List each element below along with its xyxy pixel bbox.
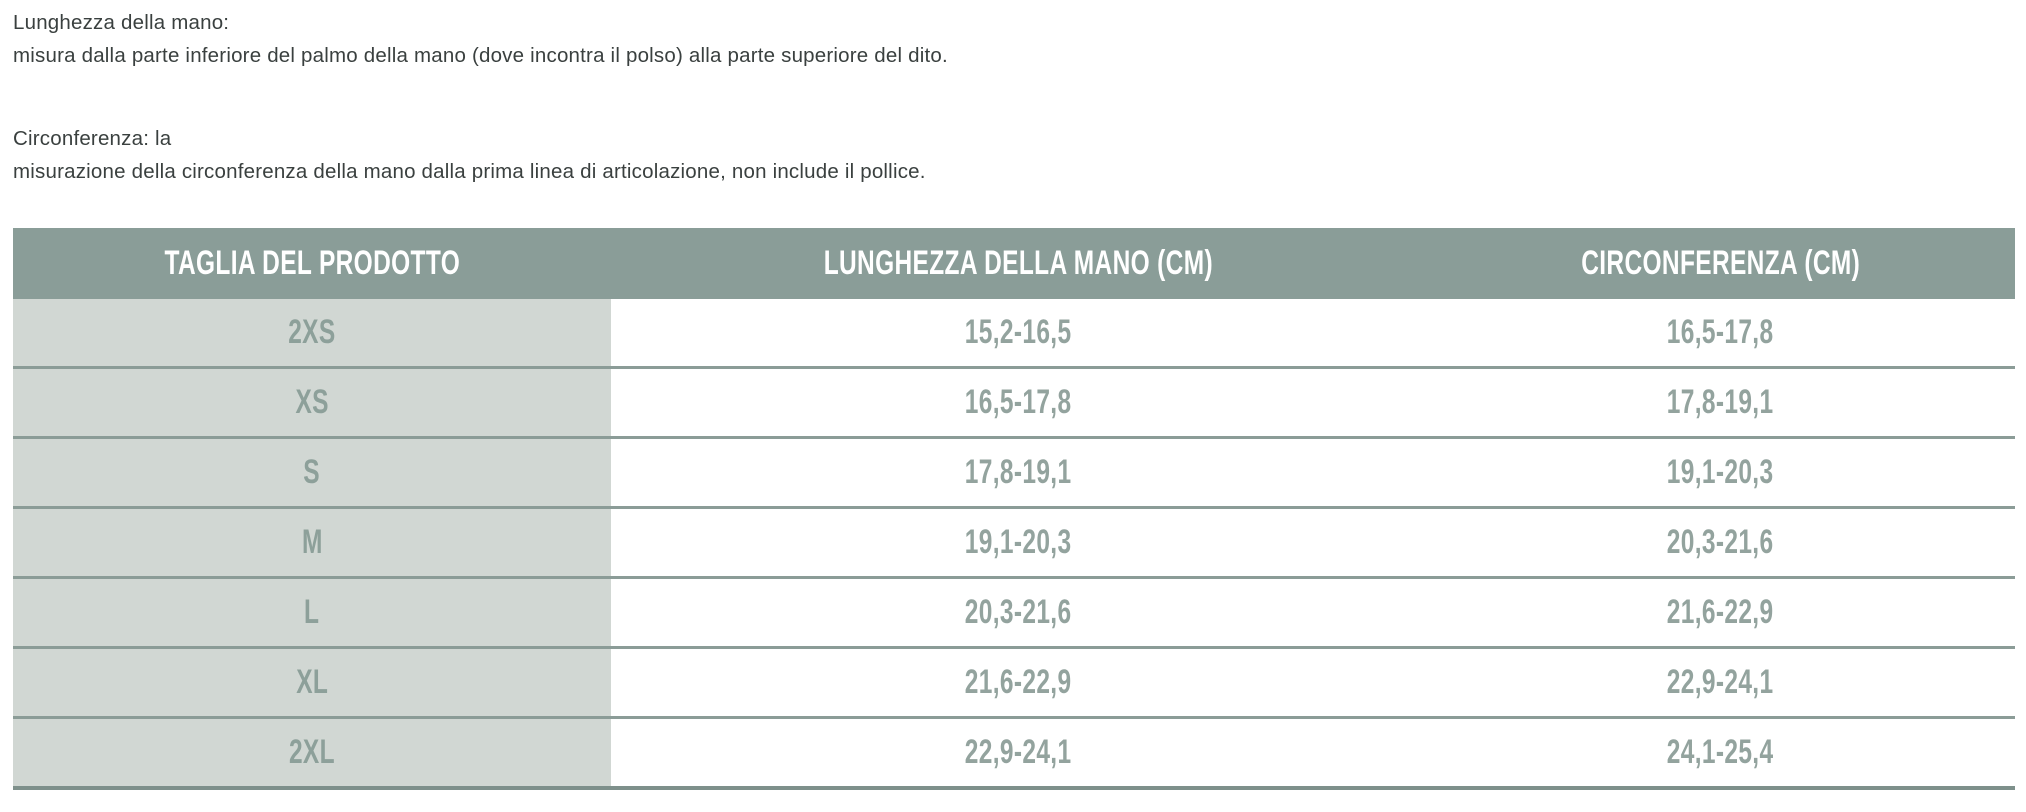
size-value: M xyxy=(301,523,323,561)
hand-length-value: 22,9-24,1 xyxy=(965,733,1072,771)
size-value: 2XL xyxy=(289,733,335,771)
size-cell: XL xyxy=(13,646,611,718)
hand-length-value: 20,3-21,6 xyxy=(965,593,1072,631)
circumference-value: 17,8-19,1 xyxy=(1667,383,1774,421)
size-value: XL xyxy=(295,663,328,701)
hand-length-value: 15,2-16,5 xyxy=(965,313,1072,351)
hand-length-cell: 22,9-24,1 xyxy=(611,716,1426,788)
size-chart-table: TAGLIA DEL PRODOTTO LUNGHEZZA DELLA MANO… xyxy=(13,228,2015,790)
circumference-value: 22,9-24,1 xyxy=(1667,663,1774,701)
hand-length-value: 16,5-17,8 xyxy=(965,383,1072,421)
table-row: XL 21,6-22,9 22,9-24,1 xyxy=(13,646,2015,718)
circumference-value: 21,6-22,9 xyxy=(1667,593,1774,631)
hand-length-cell: 16,5-17,8 xyxy=(611,366,1426,438)
table-row: 2XL 22,9-24,1 24,1-25,4 xyxy=(13,716,2015,788)
col-header-hand-length-label: LUNGHEZZA DELLA MANO (CM) xyxy=(823,244,1214,282)
table-row: S 17,8-19,1 19,1-20,3 xyxy=(13,436,2015,508)
size-value: XS xyxy=(295,383,329,421)
circumference-cell: 16,5-17,8 xyxy=(1426,299,2015,368)
hand-length-description: Lunghezza della mano: misura dalla parte… xyxy=(13,6,2015,72)
circumference-cell: 22,9-24,1 xyxy=(1426,646,2015,718)
circumference-value: 24,1-25,4 xyxy=(1667,733,1774,771)
size-cell: XS xyxy=(13,366,611,438)
circumference-value: 20,3-21,6 xyxy=(1667,523,1774,561)
col-header-product-size: TAGLIA DEL PRODOTTO xyxy=(13,228,611,299)
size-value: S xyxy=(303,453,321,491)
table-row: L 20,3-21,6 21,6-22,9 xyxy=(13,576,2015,648)
circumference-body: misurazione della circonferenza della ma… xyxy=(13,160,926,183)
col-header-circumference: CIRCONFERENZA (CM) xyxy=(1426,228,2015,299)
hand-length-cell: 21,6-22,9 xyxy=(611,646,1426,718)
table-row: XS 16,5-17,8 17,8-19,1 xyxy=(13,366,2015,438)
table-row: M 19,1-20,3 20,3-21,6 xyxy=(13,506,2015,578)
hand-length-value: 21,6-22,9 xyxy=(965,663,1072,701)
hand-length-cell: 15,2-16,5 xyxy=(611,299,1426,368)
circumference-cell: 21,6-22,9 xyxy=(1426,576,2015,648)
size-cell: M xyxy=(13,506,611,578)
col-header-hand-length: LUNGHEZZA DELLA MANO (CM) xyxy=(611,228,1426,299)
hand-length-cell: 17,8-19,1 xyxy=(611,436,1426,508)
size-cell: 2XL xyxy=(13,716,611,788)
circumference-cell: 19,1-20,3 xyxy=(1426,436,2015,508)
size-guide-section: Lunghezza della mano: misura dalla parte… xyxy=(13,6,2015,790)
circumference-title: Circonferenza: la xyxy=(13,127,172,150)
size-cell: L xyxy=(13,576,611,648)
hand-length-title: Lunghezza della mano: xyxy=(13,11,230,34)
circumference-description: Circonferenza: la misurazione della circ… xyxy=(13,122,2015,188)
hand-length-value: 17,8-19,1 xyxy=(965,453,1072,491)
table-row: 2XS 15,2-16,5 16,5-17,8 xyxy=(13,299,2015,368)
circumference-value: 19,1-20,3 xyxy=(1667,453,1774,491)
size-cell: 2XS xyxy=(13,299,611,368)
circumference-cell: 24,1-25,4 xyxy=(1426,716,2015,788)
hand-length-cell: 19,1-20,3 xyxy=(611,506,1426,578)
circumference-cell: 20,3-21,6 xyxy=(1426,506,2015,578)
circumference-value: 16,5-17,8 xyxy=(1667,313,1774,351)
table-header-row: TAGLIA DEL PRODOTTO LUNGHEZZA DELLA MANO… xyxy=(13,228,2015,299)
size-cell: S xyxy=(13,436,611,508)
col-header-circumference-label: CIRCONFERENZA (CM) xyxy=(1581,244,1860,282)
hand-length-value: 19,1-20,3 xyxy=(965,523,1072,561)
hand-length-body: misura dalla parte inferiore del palmo d… xyxy=(13,44,948,67)
size-value: L xyxy=(304,593,320,631)
hand-length-cell: 20,3-21,6 xyxy=(611,576,1426,648)
circumference-cell: 17,8-19,1 xyxy=(1426,366,2015,438)
col-header-product-size-label: TAGLIA DEL PRODOTTO xyxy=(164,244,460,282)
size-value: 2XS xyxy=(288,313,336,351)
